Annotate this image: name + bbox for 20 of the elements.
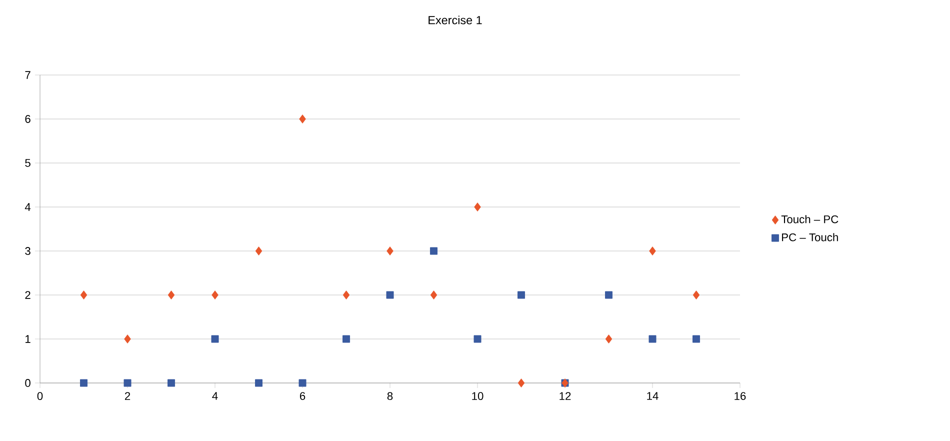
legend-label: PC – Touch <box>782 233 838 242</box>
y-tick-label: 0 <box>25 379 30 387</box>
y-tick-label: 6 <box>25 115 30 123</box>
x-tick-label: 16 <box>734 392 746 400</box>
x-tick-label: 8 <box>387 392 393 400</box>
x-tick-label: 12 <box>560 392 571 400</box>
x-tick-label: 4 <box>212 392 218 400</box>
x-tick-label: 10 <box>472 392 484 400</box>
y-tick-label: 4 <box>24 203 31 211</box>
x-tick-label: 0 <box>37 392 43 400</box>
y-tick-label: 5 <box>25 159 30 167</box>
y-tick-label: 3 <box>25 247 30 255</box>
y-tick-label: 1 <box>26 335 30 343</box>
x-tick-label: 2 <box>124 392 130 400</box>
x-tick-label: 14 <box>647 392 658 400</box>
legend-label: Touch – PC <box>781 215 838 224</box>
chart-title: Exercise 1 <box>428 16 482 24</box>
x-tick-label: 6 <box>300 392 306 400</box>
y-tick-label: 2 <box>25 291 30 299</box>
y-tick-label: 7 <box>25 71 30 79</box>
